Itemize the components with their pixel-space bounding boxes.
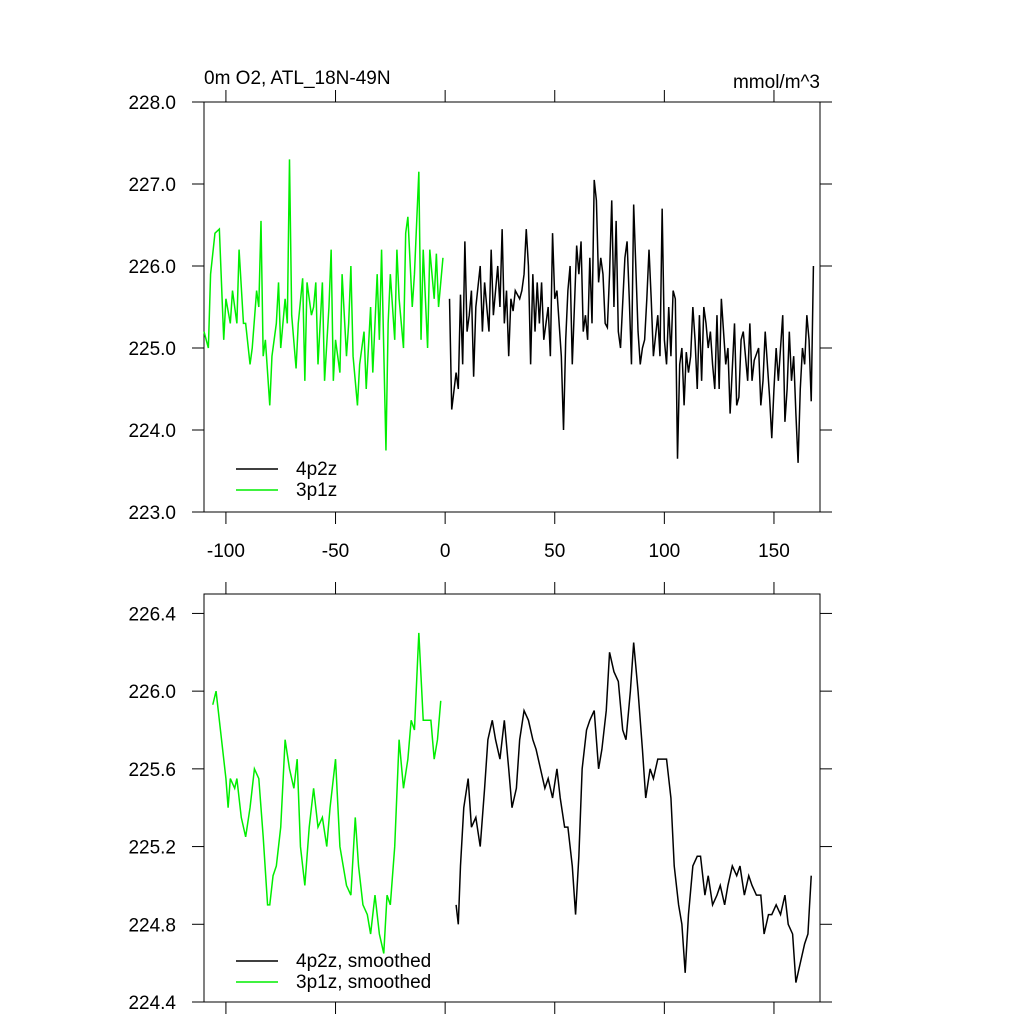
y-tick-label: 225.6 <box>128 760 176 781</box>
data-line <box>203 159 444 451</box>
y-tick-label: 224.4 <box>128 993 176 1014</box>
y-tick-label: 226.0 <box>128 682 176 703</box>
x-tick-label: 0 <box>440 541 451 562</box>
plot-frame <box>203 101 821 513</box>
legend-label: 3p1z, smoothed <box>296 972 431 993</box>
plot-frame <box>203 593 821 1003</box>
y-tick-label: 223.0 <box>128 503 176 524</box>
x-tick-label: -50 <box>322 541 349 562</box>
x-tick-label: 50 <box>544 541 565 562</box>
units-label: mmol/m^3 <box>733 72 820 93</box>
y-tick-label: 224.8 <box>128 915 176 936</box>
y-tick-label: 228.0 <box>128 93 176 114</box>
legend-label: 4p2z, smoothed <box>296 951 431 972</box>
y-tick-label: 225.0 <box>128 339 176 360</box>
data-line <box>212 632 442 954</box>
y-tick-label: 226.0 <box>128 257 176 278</box>
data-line <box>448 179 815 463</box>
chart-title: 0m O2, ATL_18N-49N <box>204 68 391 89</box>
legend-label: 4p2z <box>296 459 337 480</box>
legend-label: 3p1z <box>296 480 337 501</box>
x-tick-label: 150 <box>758 541 790 562</box>
data-line <box>455 642 812 983</box>
x-tick-label: 100 <box>649 541 681 562</box>
y-tick-label: 227.0 <box>128 175 176 196</box>
x-tick-label: -100 <box>207 541 245 562</box>
y-tick-label: 225.2 <box>128 838 176 859</box>
y-tick-label: 226.4 <box>128 604 176 625</box>
y-tick-label: 224.0 <box>128 421 176 442</box>
